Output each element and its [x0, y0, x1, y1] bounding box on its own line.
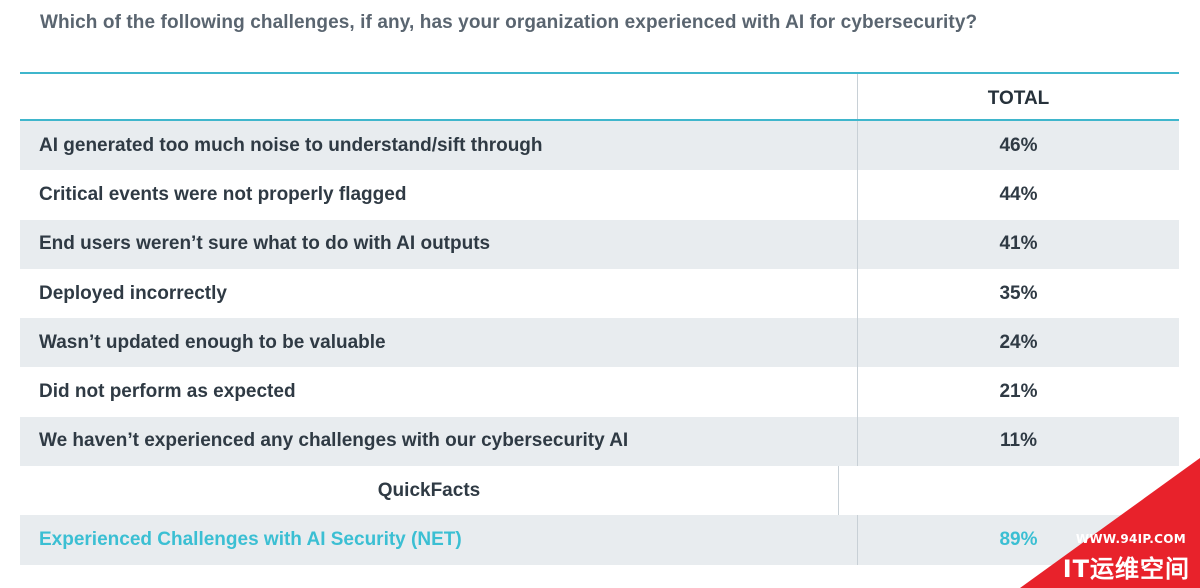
header-total: TOTAL [987, 87, 1050, 109]
table-row: Critical events were not properly flagge… [20, 170, 1179, 220]
results-table: TOTAL AI generated too much noise to und… [20, 72, 1179, 565]
row-label: AI generated too much noise to understan… [20, 121, 858, 171]
row-value: 35% [999, 282, 1038, 304]
table-row: AI generated too much noise to understan… [20, 121, 1179, 171]
quickfacts-heading: QuickFacts [20, 466, 839, 516]
row-label: Wasn’t updated enough to be valuable [20, 318, 858, 368]
row-value: 41% [999, 233, 1038, 255]
row-value: 11% [1000, 430, 1037, 452]
net-label: Experienced Challenges with AI Security … [20, 515, 858, 565]
table-header-row: TOTAL [20, 74, 1179, 121]
row-label: Deployed incorrectly [20, 268, 858, 319]
header-label-cell [20, 74, 858, 119]
row-value: 21% [999, 381, 1038, 403]
row-label: Did not perform as expected [20, 367, 858, 417]
site-watermark: WWW.94IP.COM IT运维空间 [1020, 458, 1200, 588]
watermark-triangle [1020, 458, 1200, 588]
table-row: End users weren’t sure what to do with A… [20, 219, 1179, 269]
table-row: Wasn’t updated enough to be valuable 24% [20, 318, 1179, 368]
row-label: End users weren’t sure what to do with A… [20, 219, 858, 269]
watermark-text: IT运维空间 [1062, 555, 1190, 583]
row-value: 46% [999, 134, 1038, 156]
table-row: Deployed incorrectly 35% [20, 268, 1179, 319]
watermark-url: WWW.94IP.COM [1075, 532, 1186, 546]
row-value: 24% [999, 331, 1038, 353]
quickfacts-section-row: QuickFacts [20, 466, 1179, 516]
row-label: Critical events were not properly flagge… [20, 170, 858, 220]
row-value: 44% [999, 183, 1038, 205]
net-row: Experienced Challenges with AI Security … [20, 515, 1179, 565]
table-row: We haven’t experienced any challenges wi… [20, 416, 1179, 467]
table-row: Did not perform as expected 21% [20, 367, 1179, 417]
row-label: We haven’t experienced any challenges wi… [20, 416, 858, 467]
survey-question: Which of the following challenges, if an… [40, 12, 978, 33]
